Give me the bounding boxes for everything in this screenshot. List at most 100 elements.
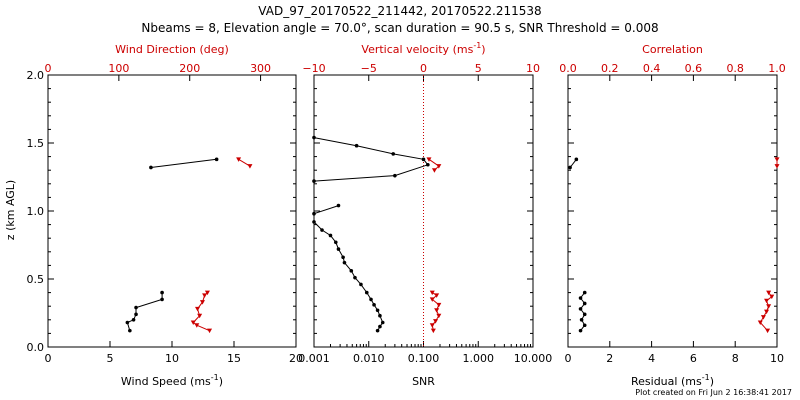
top-tick-label: 1.0 xyxy=(768,62,786,75)
x-tick-label: 10.000 xyxy=(514,352,553,365)
x-tick-label: 0.001 xyxy=(298,352,330,365)
x-tick-label: 0 xyxy=(45,352,52,365)
data-point-top xyxy=(207,328,213,334)
y-tick-label: 2.0 xyxy=(27,69,45,82)
y-tick-label: 1.0 xyxy=(27,205,45,218)
data-point-bottom xyxy=(380,320,385,325)
data-point-top xyxy=(769,294,775,300)
data-point-bottom xyxy=(312,220,316,224)
plot-footer: Plot created on Fri Jun 2 16:38:41 2017 xyxy=(635,388,792,397)
data-point-bottom xyxy=(125,320,130,325)
data-point-top xyxy=(429,290,435,296)
data-point-top xyxy=(202,293,208,298)
data-point-top xyxy=(436,302,442,308)
x-tick-label: 10 xyxy=(770,352,784,365)
data-point-bottom xyxy=(393,173,397,178)
data-point-top xyxy=(247,164,253,169)
top-tick-label: −10 xyxy=(302,62,325,75)
data-point-bottom xyxy=(426,162,430,167)
data-point-bottom xyxy=(160,297,164,302)
x-tick-label: 15 xyxy=(227,352,241,365)
data-point-bottom xyxy=(568,165,572,170)
series-line-bottom xyxy=(126,292,163,331)
top-tick-label: 0.2 xyxy=(601,62,619,75)
top-axis-label: Wind Direction (deg) xyxy=(115,43,229,56)
data-point-bottom xyxy=(320,228,324,232)
data-point-bottom xyxy=(582,312,587,317)
data-point-bottom xyxy=(336,247,341,251)
panel-frame xyxy=(567,74,778,348)
data-point-bottom xyxy=(578,307,583,311)
x-axis-label: Residual (ms-1) xyxy=(631,373,714,388)
top-tick-label: 300 xyxy=(250,62,271,75)
data-point-bottom xyxy=(312,135,316,140)
data-point-top xyxy=(429,297,435,302)
data-point-bottom xyxy=(391,152,396,156)
top-axis-label: Vertical velocity (ms-1) xyxy=(361,41,485,56)
data-point-top xyxy=(764,298,770,304)
data-point-bottom xyxy=(333,240,338,245)
data-point-bottom xyxy=(378,313,382,318)
data-point-bottom xyxy=(134,305,138,310)
x-tick-label: 2 xyxy=(606,352,613,365)
data-point-bottom xyxy=(359,282,363,287)
panel-frame xyxy=(47,74,297,348)
x-tick-label: 10 xyxy=(165,352,179,365)
series-line-bottom xyxy=(313,205,339,215)
data-point-bottom xyxy=(372,303,376,307)
data-point-bottom xyxy=(160,290,164,295)
figure-subtitle: Nbeams = 8, Elevation angle = 70.0°, sca… xyxy=(141,21,658,35)
data-point-top xyxy=(426,157,432,162)
x-tick-label: 1.000 xyxy=(463,352,495,365)
data-point-bottom xyxy=(214,157,219,162)
data-point-bottom xyxy=(578,296,583,300)
data-point-top xyxy=(236,157,242,162)
data-point-bottom xyxy=(375,308,380,313)
x-tick-label: 0.100 xyxy=(408,352,440,365)
panel-vv: 0.001 0.010 0.100 1.000 10.000 −10 −5 0 5 10 SNR xyxy=(298,62,552,388)
data-point-bottom xyxy=(421,157,426,162)
panel-resid: 0 2 4 6 8 10 0.0 0.2 0.4 0.6 0.8 1.0 Correlation xyxy=(559,43,786,365)
x-tick-label: 8 xyxy=(732,352,739,365)
data-point-top xyxy=(194,323,200,328)
data-point-top xyxy=(764,309,770,315)
data-point-top xyxy=(774,164,780,169)
top-tick-label: 0 xyxy=(420,62,427,75)
top-tick-label: −5 xyxy=(361,62,377,75)
data-point-bottom xyxy=(353,275,357,280)
data-point-top xyxy=(766,304,772,309)
data-point-top xyxy=(431,168,437,173)
top-tick-label: 0.0 xyxy=(559,62,577,75)
data-point-bottom xyxy=(579,318,584,322)
data-point-top xyxy=(204,290,210,296)
x-axis-label: SNR xyxy=(412,375,435,388)
data-point-bottom xyxy=(582,323,587,328)
data-point-top xyxy=(199,300,205,305)
data-point-bottom xyxy=(312,211,316,216)
y-axis-label: z (km AGL) xyxy=(4,180,17,240)
x-axis-label: Wind Speed (ms-1) xyxy=(121,373,223,388)
data-point-bottom xyxy=(364,290,369,295)
top-tick-label: 100 xyxy=(108,62,129,75)
x-tick-label: 5 xyxy=(107,352,114,365)
data-point-bottom xyxy=(354,143,359,148)
data-point-top xyxy=(197,313,203,319)
data-point-bottom xyxy=(312,179,316,183)
figure-title: VAD_97_20170522_211442, 20170522.211538 xyxy=(258,4,541,18)
data-point-bottom xyxy=(375,328,380,333)
y-tick-label: 0.5 xyxy=(27,273,45,286)
top-axis-label: Correlation xyxy=(642,43,703,56)
data-point-top xyxy=(434,308,440,313)
x-tick-label: 0.010 xyxy=(353,352,385,365)
data-point-bottom xyxy=(131,318,136,322)
data-point-top xyxy=(436,313,442,319)
data-point-top xyxy=(757,320,763,326)
data-point-top xyxy=(430,328,436,334)
x-tick-label: 4 xyxy=(648,352,655,365)
top-tick-label: 0.6 xyxy=(685,62,703,75)
series-line-bottom xyxy=(313,221,384,331)
data-point-bottom xyxy=(349,269,354,273)
data-point-top xyxy=(774,157,780,162)
